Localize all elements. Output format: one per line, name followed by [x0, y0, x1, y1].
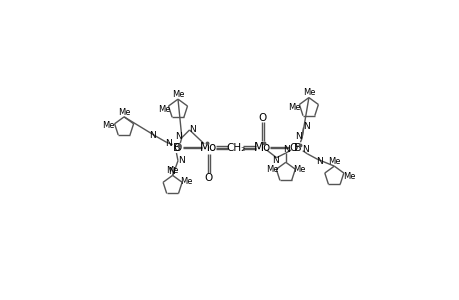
- Text: N: N: [302, 122, 309, 130]
- Text: N: N: [168, 167, 174, 176]
- Text: Me: Me: [265, 166, 278, 175]
- Text: Mo: Mo: [200, 141, 217, 154]
- Text: Me: Me: [342, 172, 354, 181]
- Text: Me: Me: [171, 90, 184, 99]
- Text: N: N: [177, 156, 184, 165]
- Text: Me: Me: [157, 105, 170, 114]
- Text: N: N: [149, 131, 156, 140]
- Text: Me: Me: [166, 166, 179, 175]
- Text: CH₂: CH₂: [226, 143, 245, 153]
- Text: Mo: Mo: [253, 141, 271, 154]
- Text: O: O: [289, 143, 297, 153]
- Text: N: N: [294, 132, 301, 141]
- Text: N: N: [302, 146, 308, 154]
- Text: B: B: [172, 143, 180, 153]
- Text: Me: Me: [102, 121, 115, 130]
- Text: N: N: [283, 145, 289, 154]
- Text: Me: Me: [327, 157, 340, 166]
- Text: Me: Me: [180, 177, 192, 186]
- Text: O: O: [258, 112, 266, 123]
- Text: O: O: [204, 173, 213, 183]
- Text: O: O: [174, 143, 182, 153]
- Text: Me: Me: [287, 103, 300, 112]
- Text: N: N: [175, 132, 182, 141]
- Text: N: N: [165, 139, 172, 148]
- Text: N: N: [189, 125, 196, 134]
- Text: Me: Me: [302, 88, 314, 98]
- Text: N: N: [271, 156, 278, 165]
- Text: N: N: [316, 157, 322, 166]
- Text: Me: Me: [118, 108, 130, 117]
- Text: Me: Me: [293, 166, 305, 175]
- Text: B: B: [293, 143, 301, 153]
